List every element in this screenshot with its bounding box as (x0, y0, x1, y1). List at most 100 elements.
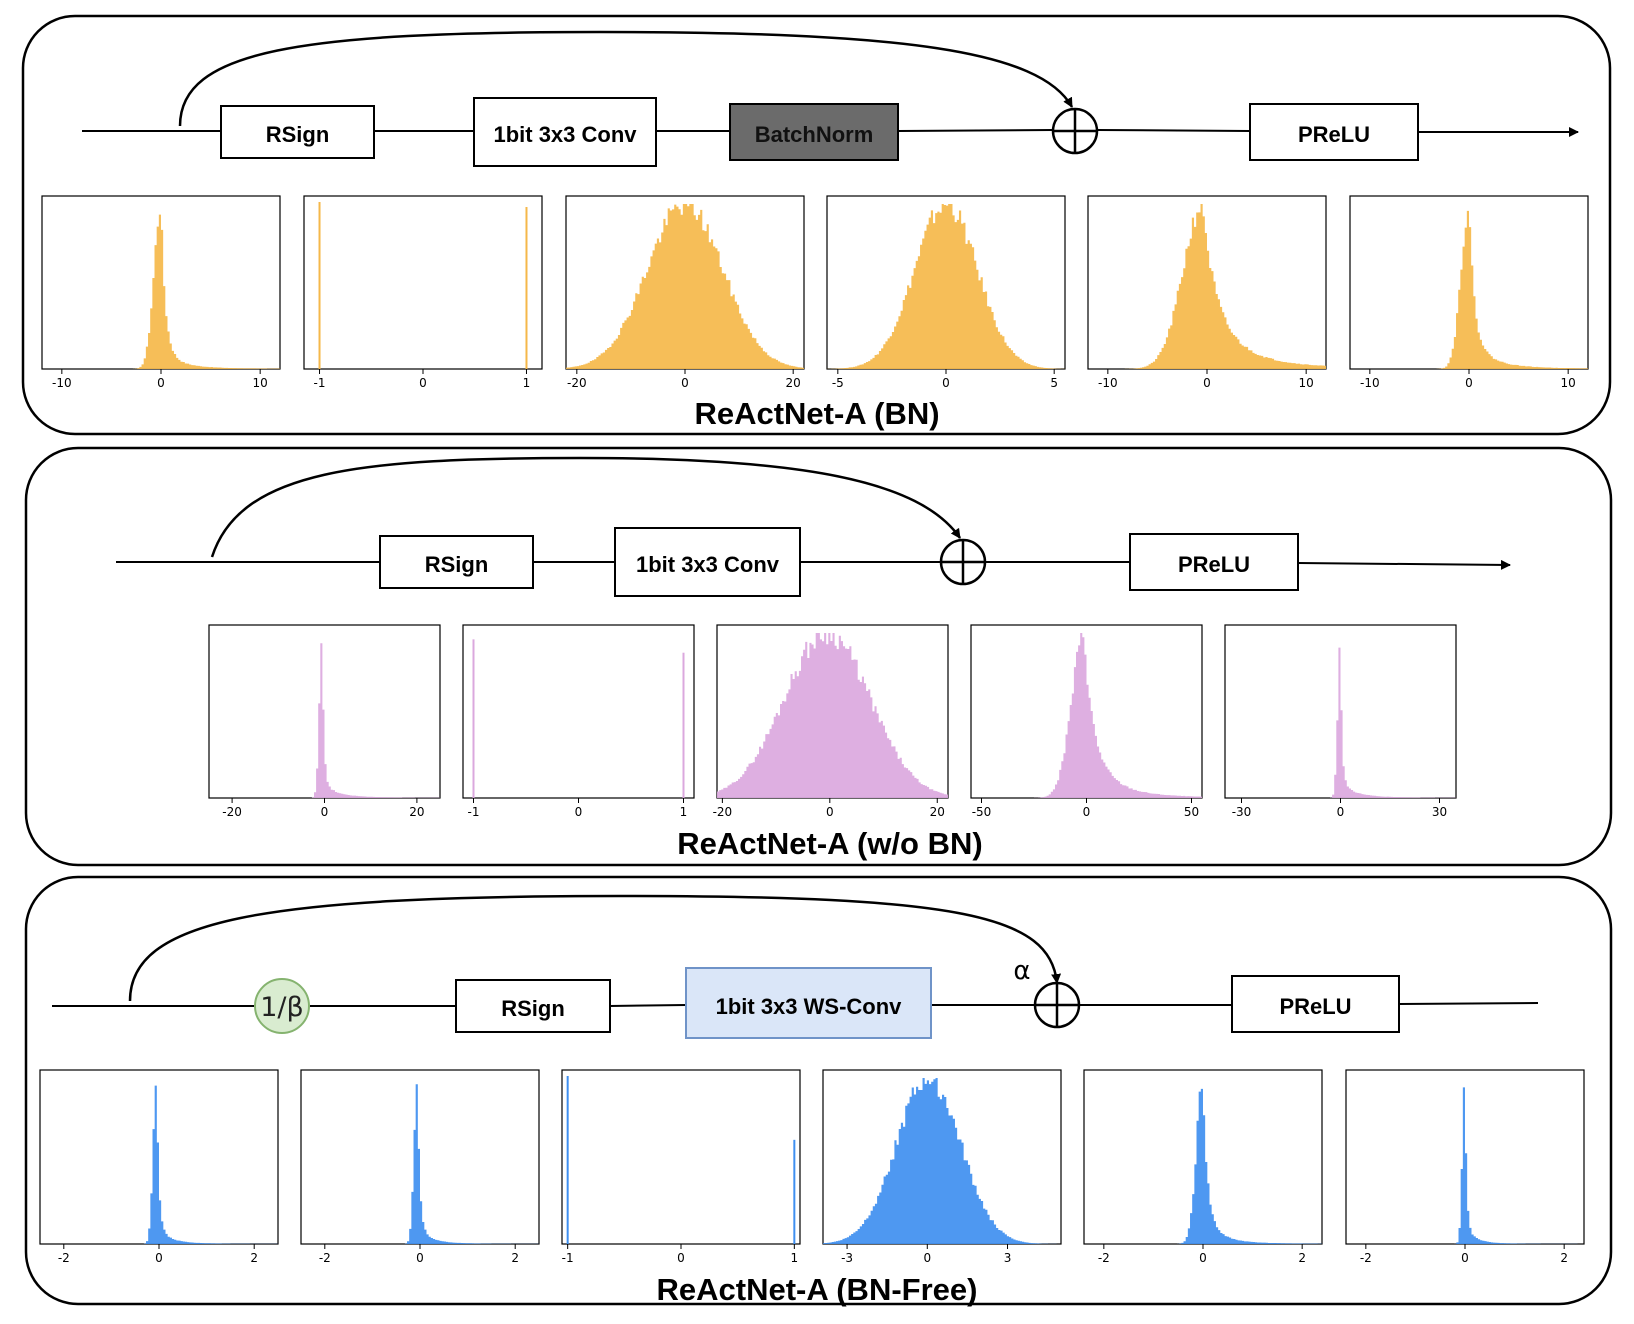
tick-label: 0 (1199, 1251, 1207, 1265)
histogram-bars (971, 633, 1202, 798)
histogram-bar (209, 643, 440, 798)
histogram-bar (566, 204, 804, 369)
tick-label: 0 (321, 805, 329, 819)
histogram-bars (318, 202, 528, 369)
tick-label: -1 (468, 805, 480, 819)
panel-bn: RSign 1bit 3x3 Conv BatchNorm PReLU -10 0… (21, 14, 1612, 436)
histogram-bars (472, 639, 685, 798)
main-line (52, 1004, 1232, 1007)
tick-label: -20 (222, 805, 242, 819)
tick-label: 2 (511, 1251, 519, 1265)
panel-title: ReActNet-A (BN-Free) (657, 1272, 978, 1307)
conv-block (473, 97, 657, 167)
histogram-bar (1346, 1087, 1584, 1244)
panel-title: ReActNet-A (w/o BN) (677, 826, 982, 861)
histogram-5: -30 0 30 (1224, 624, 1457, 819)
histogram-bar (566, 1076, 569, 1244)
add-icon (1033, 981, 1081, 1029)
histogram-bar (40, 1085, 278, 1244)
histogram-bar (472, 639, 475, 798)
conv-label: 1bit 3x3 Conv (493, 122, 637, 147)
tick-label: 50 (1184, 805, 1199, 819)
tick-label: 0 (419, 376, 427, 390)
add-icon (939, 538, 987, 586)
output-line (1398, 1002, 1539, 1005)
tick-label: 0 (1337, 805, 1345, 819)
tick-label: 0 (942, 376, 950, 390)
histogram-bar (318, 202, 321, 369)
histogram-4: -50 0 50 (970, 624, 1203, 819)
histogram-frame (303, 195, 543, 370)
tick-label: -2 (1098, 1251, 1110, 1265)
histogram-3: -1 0 1 (561, 1069, 801, 1265)
histogram-bar (827, 204, 1065, 369)
alpha-label: α (1013, 956, 1030, 986)
tick-label: 1 (523, 376, 531, 390)
tick-label: 2 (1560, 1251, 1568, 1265)
panel-frame (21, 14, 1612, 436)
batchnorm-label: BatchNorm (755, 122, 874, 147)
add-icon (1051, 107, 1099, 155)
histogram-bars (717, 633, 948, 798)
prelu-label: PReLU (1178, 552, 1250, 577)
histogram-bars (42, 214, 280, 369)
wsconv-block (685, 967, 932, 1039)
beta-label: 1/β (260, 992, 304, 1023)
histogram-bar (1088, 204, 1326, 369)
panel-frame (24, 446, 1613, 867)
tick-label: 0 (1461, 1251, 1469, 1265)
skip-connection-arrow (210, 456, 962, 558)
histogram-1: -2 0 2 (39, 1069, 279, 1265)
histogram-1: -10 0 10 (41, 195, 281, 390)
histogram-frame (462, 624, 695, 799)
tick-label: -3 (841, 1251, 853, 1265)
panel-frame (24, 875, 1613, 1306)
histogram-6: -10 0 10 (1349, 195, 1589, 390)
tick-label: 0 (155, 1251, 163, 1265)
histogram-4: -5 0 5 (826, 195, 1066, 390)
histogram-2: -2 0 2 (300, 1069, 540, 1265)
tick-label: 10 (1561, 376, 1576, 390)
tick-label: -10 (1360, 376, 1380, 390)
tick-label: -10 (1098, 376, 1118, 390)
tick-label: -2 (319, 1251, 331, 1265)
histogram-bar (1225, 647, 1456, 798)
tick-label: 20 (409, 805, 424, 819)
panel-bnfree: 1/β RSign 1bit 3x3 WS-Conv α PReLU -2 0 2-… (24, 875, 1613, 1307)
histogram-bar (793, 1139, 796, 1244)
tick-label: -30 (1232, 805, 1252, 819)
tick-label: -5 (832, 376, 844, 390)
batchnorm-block (729, 103, 899, 161)
histogram-bar (1350, 210, 1588, 369)
rsign-block (455, 979, 611, 1033)
histogram-bar (42, 214, 280, 369)
tick-label: 0 (1203, 376, 1211, 390)
tick-label: 10 (253, 376, 268, 390)
histogram-4: -3 0 3 (822, 1069, 1062, 1265)
tick-label: 0 (1465, 376, 1473, 390)
panel-wobn: RSign 1bit 3x3 Conv PReLU -20 0 20 -1 0 1 -20 0… (24, 446, 1613, 867)
histogram-bar (1084, 1088, 1322, 1244)
rsign-label: RSign (425, 552, 489, 577)
tick-label: 1 (680, 805, 688, 819)
tick-label: 30 (1432, 805, 1447, 819)
rsign-block (220, 105, 375, 159)
histogram-bars (566, 204, 804, 369)
histogram-bars (301, 1084, 539, 1244)
wsconv-label: 1bit 3x3 WS-Conv (716, 994, 903, 1019)
prelu-label: PReLU (1279, 994, 1351, 1019)
rsign-label: RSign (501, 996, 565, 1021)
histogram-6: -2 0 2 (1345, 1069, 1585, 1265)
histogram-bars (1346, 1087, 1584, 1244)
histogram-bars (827, 204, 1065, 369)
rsign-block (379, 535, 534, 589)
tick-label: 20 (930, 805, 945, 819)
histogram-1: -20 0 20 (208, 624, 441, 819)
tick-label: 10 (1299, 376, 1314, 390)
histogram-bars (40, 1085, 278, 1244)
prelu-label: PReLU (1298, 122, 1370, 147)
histogram-3: -20 0 20 (565, 195, 805, 390)
beta-scale-node: 1/β (254, 978, 310, 1034)
histogram-2: -1 0 1 (462, 624, 695, 819)
